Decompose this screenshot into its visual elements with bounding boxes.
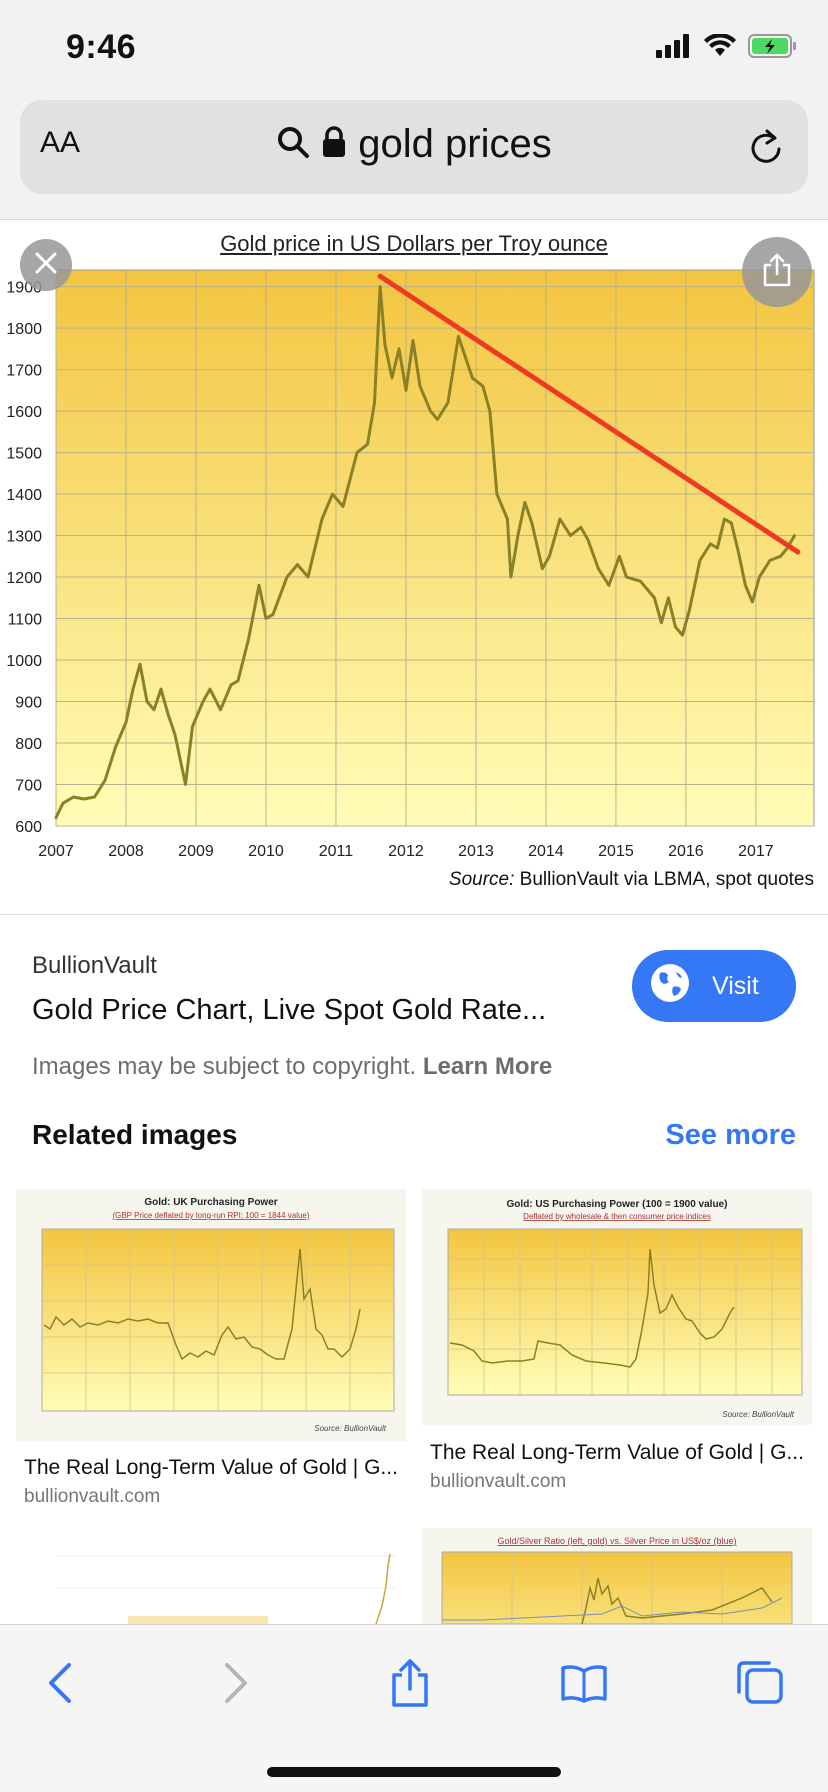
x-tick-label: 2017 xyxy=(738,843,774,860)
share-icon xyxy=(762,253,792,292)
thumb-1-title: Gold: UK Purchasing Power xyxy=(144,1197,277,1208)
status-time: 9:46 xyxy=(66,28,137,66)
learn-more-link[interactable]: Learn More xyxy=(422,1053,553,1080)
thumb-2-caption[interactable]: The Real Long-Term Value of Gold | G... xyxy=(430,1441,804,1464)
thumb-1-subtitle: (GBP Price deflated by long-run RPI; 100… xyxy=(112,1211,309,1220)
copyright-text: Images may be subject to copyright. xyxy=(32,1053,417,1080)
close-icon xyxy=(34,251,58,280)
y-tick-label: 1300 xyxy=(6,529,42,546)
chart-title: Gold price in US Dollars per Troy ounce xyxy=(220,231,608,256)
x-tick-label: 2009 xyxy=(178,843,214,860)
y-tick-label: 1100 xyxy=(8,612,43,629)
y-tick-label: 800 xyxy=(15,736,42,753)
chart-source: Source: BullionVault via LBMA, spot quot… xyxy=(449,869,814,891)
browser-chrome: AA gold prices xyxy=(0,96,828,220)
thumb-2-domain: bullionvault.com xyxy=(430,1471,567,1492)
x-tick-label: 2016 xyxy=(668,843,704,860)
x-tick-label: 2011 xyxy=(319,843,354,860)
thumb-4-title: Gold/Silver Ratio (left, gold) vs. Silve… xyxy=(497,1536,736,1546)
bookmarks-button[interactable] xyxy=(554,1655,614,1715)
thumb-2-source: Source: BullionVault xyxy=(722,1410,795,1419)
bottom-toolbar xyxy=(0,1624,828,1792)
thumb-2-title: Gold: US Purchasing Power (100 = 1900 va… xyxy=(507,1199,728,1210)
x-tick-label: 2014 xyxy=(528,843,564,860)
x-tick-label: 2010 xyxy=(248,843,284,860)
related-image-4[interactable]: Gold/Silver Ratio (left, gold) vs. Silve… xyxy=(422,1528,812,1624)
result-title[interactable]: Gold Price Chart, Live Spot Gold Rate... xyxy=(32,994,547,1026)
text-size-button[interactable]: AA xyxy=(40,126,80,160)
y-tick-label: 900 xyxy=(15,695,42,712)
wifi-icon xyxy=(704,33,736,63)
copyright-notice: Images may be subject to copyright. Lear… xyxy=(32,1053,552,1081)
x-tick-label: 2007 xyxy=(38,843,74,860)
y-tick-label: 1800 xyxy=(6,321,42,338)
status-bar: 9:46 xyxy=(0,0,828,96)
forward-button[interactable] xyxy=(206,1655,266,1715)
chart-source-text: BullionVault via LBMA, spot quotes xyxy=(519,869,814,890)
y-tick-label: 600 xyxy=(15,819,42,836)
image-preview[interactable]: Gold price in US Dollars per Troy ounce … xyxy=(0,221,828,915)
y-tick-label: 1200 xyxy=(6,570,42,587)
close-preview-button[interactable] xyxy=(20,239,72,291)
share-button[interactable] xyxy=(380,1655,440,1715)
see-more-link[interactable]: See more xyxy=(665,1119,796,1151)
thumb-2-subtitle: Deflated by wholesale & then consumer pr… xyxy=(523,1212,711,1221)
gold-price-series xyxy=(54,285,796,820)
text-size-label: AA xyxy=(40,126,81,159)
y-tick-label: 1400 xyxy=(6,487,42,504)
y-tick-label: 1500 xyxy=(6,446,42,463)
x-tick-label: 2012 xyxy=(388,843,424,860)
visit-button[interactable]: Visit xyxy=(632,950,796,1022)
y-tick-label: 1000 xyxy=(6,653,42,670)
cellular-signal-icon xyxy=(656,34,692,63)
thumb-1-source: Source: BullionVault xyxy=(314,1424,387,1433)
address-center[interactable]: gold prices xyxy=(20,122,808,167)
result-source: BullionVault xyxy=(32,952,157,979)
trend-line xyxy=(377,273,801,555)
tabs-icon xyxy=(735,1660,785,1711)
chart-source-label: Source: xyxy=(448,869,515,890)
y-tick-label: 1600 xyxy=(6,404,42,421)
related-images-heading: Related images xyxy=(32,1119,238,1150)
thumb-1-domain: bullionvault.com xyxy=(24,1486,161,1507)
plot-area xyxy=(55,269,815,827)
url-text: gold prices xyxy=(358,122,552,166)
share-image-button[interactable] xyxy=(742,237,812,307)
lock-icon xyxy=(322,126,346,163)
address-bar[interactable]: AA gold prices xyxy=(20,100,808,194)
gold-price-chart: 600 700 800 900 1000 1100 1200 1300 1400 1500 1600… xyxy=(6,269,815,860)
chevron-left-icon xyxy=(45,1661,75,1710)
reload-button[interactable] xyxy=(748,128,784,171)
thumb-1-caption[interactable]: The Real Long-Term Value of Gold | G... xyxy=(24,1456,398,1479)
related-image-3[interactable] xyxy=(16,1546,406,1624)
x-tick-label: 2013 xyxy=(458,843,494,860)
book-icon xyxy=(560,1663,608,1708)
x-tick-label: 2015 xyxy=(598,843,634,860)
search-icon xyxy=(276,125,310,164)
x-tick-label: 2008 xyxy=(108,843,144,860)
back-button[interactable] xyxy=(30,1655,90,1715)
battery-charging-icon xyxy=(748,34,798,63)
tabs-button[interactable] xyxy=(730,1655,790,1715)
related-image-1[interactable]: Gold: UK Purchasing Power (GBP Price def… xyxy=(16,1189,406,1441)
y-tick-label: 1700 xyxy=(6,363,42,380)
share-icon xyxy=(390,1658,430,1712)
chevron-right-icon xyxy=(221,1661,251,1710)
visit-label: Visit xyxy=(712,971,759,1000)
related-image-2[interactable]: Gold: US Purchasing Power (100 = 1900 va… xyxy=(422,1189,812,1425)
status-icons xyxy=(656,33,798,63)
globe-icon xyxy=(650,963,690,1010)
y-tick-label: 700 xyxy=(15,778,42,795)
home-indicator xyxy=(267,1767,561,1777)
reload-icon xyxy=(748,129,784,170)
